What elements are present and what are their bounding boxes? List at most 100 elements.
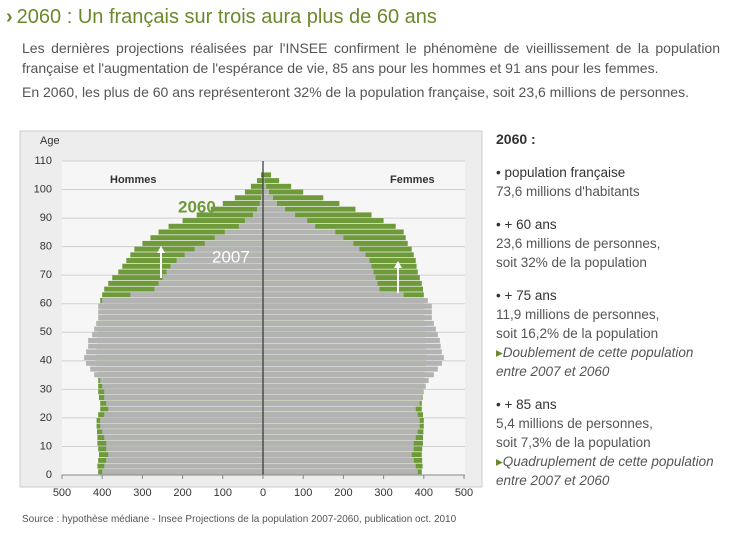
bar-women: [263, 200, 278, 206]
bar-men: [102, 383, 263, 389]
right-label: Femmes: [390, 174, 435, 186]
bar-men: [182, 218, 263, 224]
bar-women: [263, 218, 308, 224]
bar-women: [263, 229, 336, 235]
bar-men: [250, 183, 263, 189]
bar-men: [106, 440, 263, 446]
bar-men: [102, 429, 263, 435]
y-tick-label: 10: [40, 440, 52, 452]
bar-men: [106, 400, 263, 406]
bar-women: [263, 240, 354, 246]
intro: Les dernières projections réalisées par …: [22, 40, 720, 76]
item-note: Quadruplement de cette population entre …: [496, 452, 722, 490]
bar-men: [256, 178, 263, 184]
bar-women: [263, 275, 376, 281]
bar-women: [263, 349, 442, 355]
y-tick-label: 60: [40, 298, 52, 310]
bar-women: [263, 218, 384, 224]
bar-men: [158, 229, 263, 235]
y-tick-label: 90: [40, 212, 52, 224]
bar-women: [263, 206, 356, 212]
y-tick-label: 50: [40, 326, 52, 338]
bar-women: [263, 269, 374, 275]
bar-women: [263, 183, 267, 189]
source: Source : hypothèse médiane - Insee Proje…: [22, 514, 457, 525]
bar-women: [263, 366, 438, 372]
bar-men: [98, 315, 264, 321]
x-tick-label: 0: [260, 487, 266, 499]
bar-men: [261, 189, 263, 195]
bar-women: [263, 440, 414, 446]
bar-men: [142, 240, 263, 246]
bar-men: [100, 423, 263, 429]
bar-men: [90, 366, 263, 372]
bar-women: [263, 212, 296, 218]
bar-women: [263, 377, 429, 383]
intro: En 2060, les plus de 60 ans représentero…: [22, 84, 689, 100]
y-tick-label: 40: [40, 355, 52, 367]
series-label: 2060: [178, 197, 216, 216]
bar-women: [263, 235, 344, 241]
item-line: 73,6 millions d'habitants: [496, 184, 640, 199]
bar-men: [104, 389, 264, 395]
y-tick-label: 30: [40, 383, 52, 395]
bar-women: [263, 315, 432, 321]
bar-men: [88, 337, 263, 343]
side-item: • + 60 ans 23,6 millions de personnes, soi…: [496, 215, 722, 272]
bar-women: [263, 200, 340, 206]
side-item: • + 85 ans 5,4 millions de personnes, soit…: [496, 395, 722, 490]
bar-women: [263, 189, 304, 195]
item-title: • + 85 ans: [496, 397, 557, 412]
bar-women: [263, 457, 414, 463]
bar-women: [263, 446, 414, 452]
bar-men: [96, 320, 263, 326]
bar-men: [196, 212, 263, 218]
item-title: • population française: [496, 165, 626, 180]
bar-men: [94, 326, 263, 332]
bar-women: [263, 298, 428, 304]
bar-women: [263, 355, 444, 361]
bar-women: [263, 280, 378, 286]
bar-men: [244, 189, 263, 195]
bar-women: [263, 212, 372, 218]
bar-women: [263, 189, 270, 195]
bar-women: [263, 292, 404, 298]
bar-women: [263, 343, 441, 349]
bar-women: [263, 303, 432, 309]
y-tick-label: 80: [40, 241, 52, 253]
bar-men: [92, 332, 264, 338]
bar-women: [263, 206, 286, 212]
y-tick-label: 20: [40, 412, 52, 424]
bar-women: [263, 412, 418, 418]
y-tick-label: 0: [46, 469, 52, 481]
side-panel: 2060 : • population française 73,6 millio…: [496, 130, 722, 504]
bar-men: [214, 235, 263, 241]
item-line: soit 16,2% de la population: [496, 326, 659, 341]
bar-men: [106, 446, 263, 452]
bar-women: [263, 429, 418, 435]
bar-women: [263, 258, 370, 264]
bar-women: [263, 195, 274, 201]
bar-men: [102, 298, 263, 304]
y-tick-label: 100: [34, 183, 52, 195]
bar-men: [94, 372, 263, 378]
side-heading: 2060 :: [496, 131, 536, 147]
bar-women: [263, 252, 366, 258]
bar-men: [86, 349, 264, 355]
bar-men: [222, 200, 263, 206]
bar-women: [263, 326, 436, 332]
y-axis-label: Age: [40, 135, 60, 147]
bar-men: [104, 412, 264, 418]
bar-men: [158, 280, 263, 286]
bar-women: [263, 309, 432, 315]
bar-women: [263, 417, 420, 423]
bar-women: [263, 332, 438, 338]
y-tick-label: 70: [40, 269, 52, 281]
bar-men: [252, 212, 263, 218]
bar-women: [263, 372, 434, 378]
y-tick-label: 110: [34, 155, 52, 167]
x-tick-label: 300: [374, 487, 392, 499]
bar-men: [108, 452, 263, 458]
x-tick-label: 400: [415, 487, 433, 499]
